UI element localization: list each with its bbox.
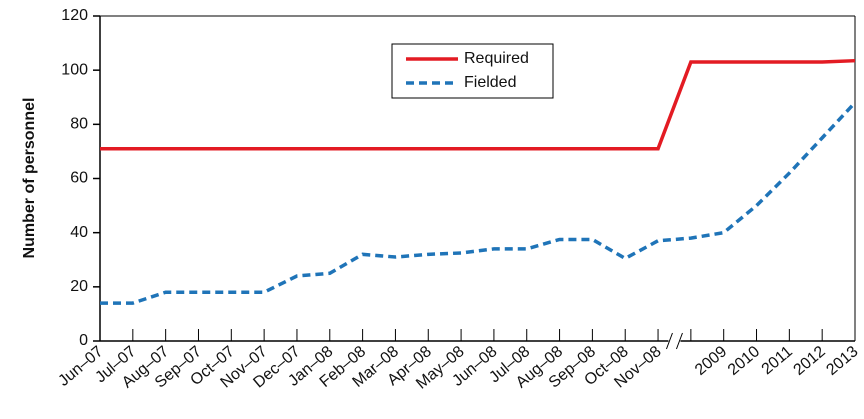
axis-break	[665, 332, 683, 350]
x-tick-label: 2011	[759, 343, 796, 378]
x-tick-label: 2012	[791, 343, 829, 379]
x-tick-label: Jun–07	[55, 343, 106, 390]
legend-label: Required	[464, 50, 529, 67]
legend-label: Fielded	[464, 74, 516, 91]
y-tick-label: 120	[61, 7, 88, 24]
series-line	[100, 101, 857, 305]
y-tick-label: 40	[70, 224, 88, 241]
x-tick-label: 2009	[692, 343, 730, 379]
y-axis-label: Number of personnel	[21, 98, 38, 259]
y-tick-label: 100	[61, 61, 88, 78]
axis-break-gap	[668, 338, 681, 344]
y-tick-label: 0	[79, 332, 88, 349]
x-tick-label: 2013	[823, 343, 861, 379]
x-tick-label: 2010	[725, 343, 763, 379]
y-tick-label: 20	[70, 278, 88, 295]
series-line	[100, 58, 856, 151]
y-tick-label: 80	[70, 116, 88, 133]
legend-box	[391, 43, 554, 99]
y-tick-label: 60	[70, 170, 88, 187]
